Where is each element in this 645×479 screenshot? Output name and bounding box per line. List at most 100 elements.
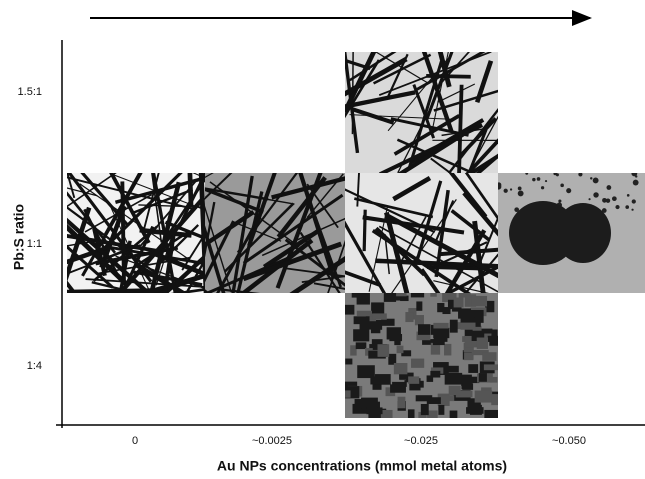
nanocube xyxy=(342,305,355,315)
tem-panels xyxy=(15,0,645,423)
nanocube xyxy=(353,329,369,341)
nanocube xyxy=(387,327,401,339)
particle xyxy=(588,198,590,200)
nanocube xyxy=(491,394,506,405)
particle xyxy=(602,198,607,203)
nanocube xyxy=(357,293,370,305)
x-label: ~0.050 xyxy=(552,435,586,447)
particle xyxy=(525,172,528,175)
nanocube xyxy=(458,308,471,318)
particle xyxy=(578,172,582,176)
nanocube xyxy=(445,373,463,385)
nanocube xyxy=(381,410,393,420)
particle xyxy=(632,199,636,203)
nanocube xyxy=(366,407,382,414)
particle xyxy=(627,194,630,197)
x-label: ~0.025 xyxy=(404,435,438,447)
nanocube xyxy=(439,395,455,401)
nanocube xyxy=(430,371,440,378)
nanowire xyxy=(364,210,365,251)
nanocube xyxy=(488,336,499,342)
x-label: 0 xyxy=(132,435,138,447)
nanocube xyxy=(398,397,406,409)
particle xyxy=(504,189,508,193)
nanocube xyxy=(433,323,448,329)
nanocube xyxy=(397,346,404,353)
nanocube xyxy=(484,410,500,419)
nanocube xyxy=(454,297,464,307)
nanocube xyxy=(394,363,408,374)
nanocube xyxy=(341,390,351,397)
y-axis-title: Pb:S ratio xyxy=(11,204,27,270)
particle xyxy=(590,177,592,179)
nanocube xyxy=(482,352,496,361)
particle xyxy=(615,205,619,209)
particle xyxy=(635,175,637,177)
y-label: 1:1 xyxy=(27,238,42,250)
nanocube xyxy=(450,411,458,419)
nanocube xyxy=(408,409,415,418)
nanocube xyxy=(372,313,387,319)
particle xyxy=(566,188,571,193)
nanocube xyxy=(468,364,478,373)
particle xyxy=(633,180,639,186)
nanocube xyxy=(444,344,451,356)
nanocube xyxy=(354,316,370,324)
particle xyxy=(593,177,599,183)
particle xyxy=(541,186,544,189)
nanocube xyxy=(377,344,389,357)
nanocube xyxy=(357,311,372,316)
particle xyxy=(537,177,541,181)
nanocube xyxy=(405,312,413,322)
x-label: ~0.0025 xyxy=(252,435,292,447)
nanocube xyxy=(408,376,419,383)
nanocube xyxy=(357,365,375,378)
nanocube xyxy=(427,397,441,404)
nanocube xyxy=(361,398,378,409)
nanocube xyxy=(418,324,430,335)
nanocube xyxy=(450,320,458,333)
particle xyxy=(545,180,547,182)
particle xyxy=(612,196,617,201)
nanocube xyxy=(490,377,498,383)
nanocube xyxy=(438,405,444,415)
nanocube xyxy=(437,303,444,312)
nanocube xyxy=(350,345,356,355)
nanocube xyxy=(356,342,367,349)
particle xyxy=(631,209,633,211)
nanocube xyxy=(460,323,475,330)
nanocube xyxy=(449,386,461,395)
nanocube xyxy=(471,296,487,307)
y-label: 1.5:1 xyxy=(18,86,42,98)
particle xyxy=(593,192,598,197)
nanocube xyxy=(370,376,386,384)
nanocube xyxy=(421,404,429,415)
particle xyxy=(518,187,522,191)
tem-image xyxy=(341,288,507,423)
particle xyxy=(606,185,611,190)
nanocube xyxy=(470,405,482,415)
particle xyxy=(510,188,512,190)
tem-image xyxy=(496,171,645,293)
particle xyxy=(532,178,535,181)
nanocube xyxy=(477,337,488,348)
nanocube xyxy=(415,315,424,325)
nanocube xyxy=(479,373,487,382)
particle xyxy=(518,191,523,196)
y-label: 1:4 xyxy=(27,360,42,372)
aggregate xyxy=(555,203,611,263)
nanocube xyxy=(433,340,445,345)
nanocube xyxy=(411,359,424,368)
particle xyxy=(625,205,629,209)
nanocube xyxy=(381,319,394,326)
nanocube xyxy=(447,366,459,373)
nanocube xyxy=(345,359,352,365)
nanocube xyxy=(416,301,422,310)
nanocube xyxy=(462,383,473,390)
nanocube xyxy=(390,384,406,392)
particle xyxy=(558,199,561,202)
nanocube xyxy=(371,302,384,313)
x-axis-title: Au NPs concentrations (mmol metal atoms) xyxy=(217,458,507,474)
nanocube xyxy=(475,391,493,403)
figure: 1.5:1 1:1 1:4 Pb:S ratio 0 ~0.0025 ~0.02… xyxy=(0,0,645,479)
